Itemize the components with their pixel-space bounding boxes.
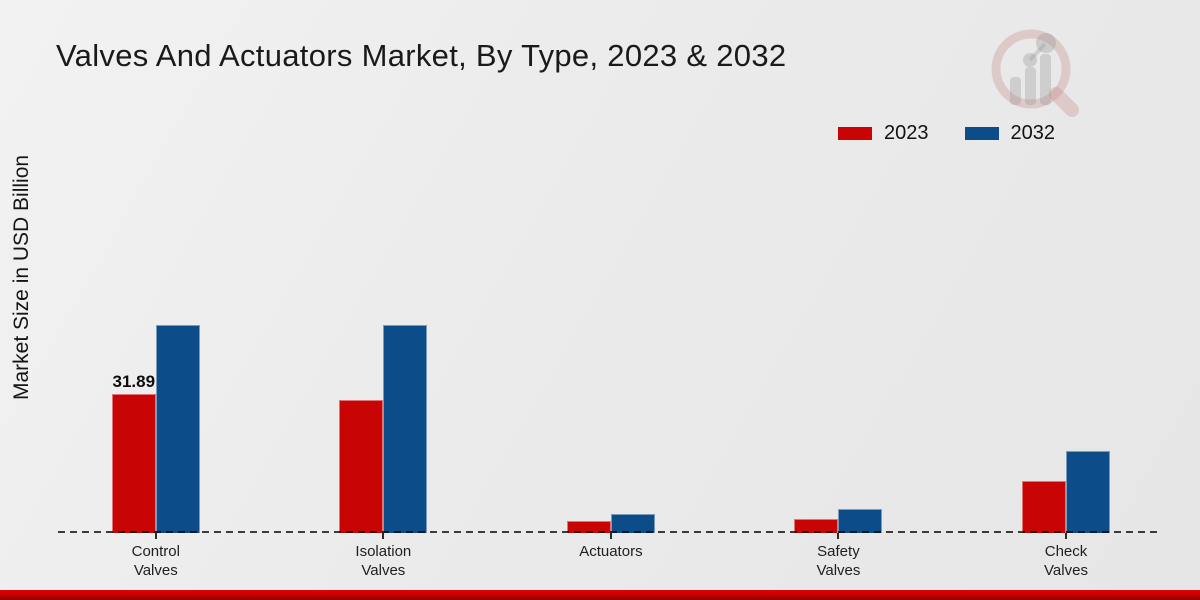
x-tick-label-safety-valves: Safety Valves <box>816 543 861 579</box>
bar-2032-safety-valves <box>838 509 883 533</box>
bar-2023-check-valves <box>1022 481 1066 533</box>
bar-2023-actuators <box>566 521 611 533</box>
bar-value-label-2023-control-valves: 31.89 <box>112 372 156 391</box>
x-tick-label-actuators: Actuators <box>579 543 643 560</box>
x-tick-safety-valves <box>837 533 840 539</box>
magnifier-growth-chart-icon <box>991 29 1079 117</box>
x-tick-label-check-valves: Check Valves <box>1044 543 1088 579</box>
legend-label-2023: 2023 <box>884 121 929 144</box>
x-tick-control-valves <box>154 533 157 539</box>
footer-accent-bar <box>0 590 1200 600</box>
legend-item-2032: 2032 <box>964 121 1056 145</box>
bar-2032-actuators <box>610 514 655 533</box>
legend-item-2023: 2023 <box>838 122 929 145</box>
zero-baseline-dashed <box>58 531 1158 533</box>
bar-2023-isolation-valves <box>339 400 384 533</box>
bar-2023-safety-valves <box>794 519 839 533</box>
x-tick-label-control-valves: Control Valves <box>131 543 180 579</box>
legend: 2023 2032 <box>838 120 1055 146</box>
x-tick-actuators <box>609 533 612 539</box>
bar-2032-isolation-valves <box>383 325 428 533</box>
x-tick-isolation-valves <box>382 533 385 539</box>
bar-2032-control-valves <box>155 325 200 533</box>
chart-title: Valves And Actuators Market, By Type, 20… <box>56 38 787 73</box>
x-tick-check-valves <box>1065 533 1067 539</box>
legend-label-2032: 2032 <box>1010 121 1056 144</box>
legend-swatch-2023 <box>838 126 872 140</box>
x-tick-label-isolation-valves: Isolation Valves <box>355 543 412 579</box>
bar-2032-check-valves <box>1066 451 1110 533</box>
bar-2023-control-valves <box>111 394 156 533</box>
legend-swatch-2032 <box>964 126 999 140</box>
